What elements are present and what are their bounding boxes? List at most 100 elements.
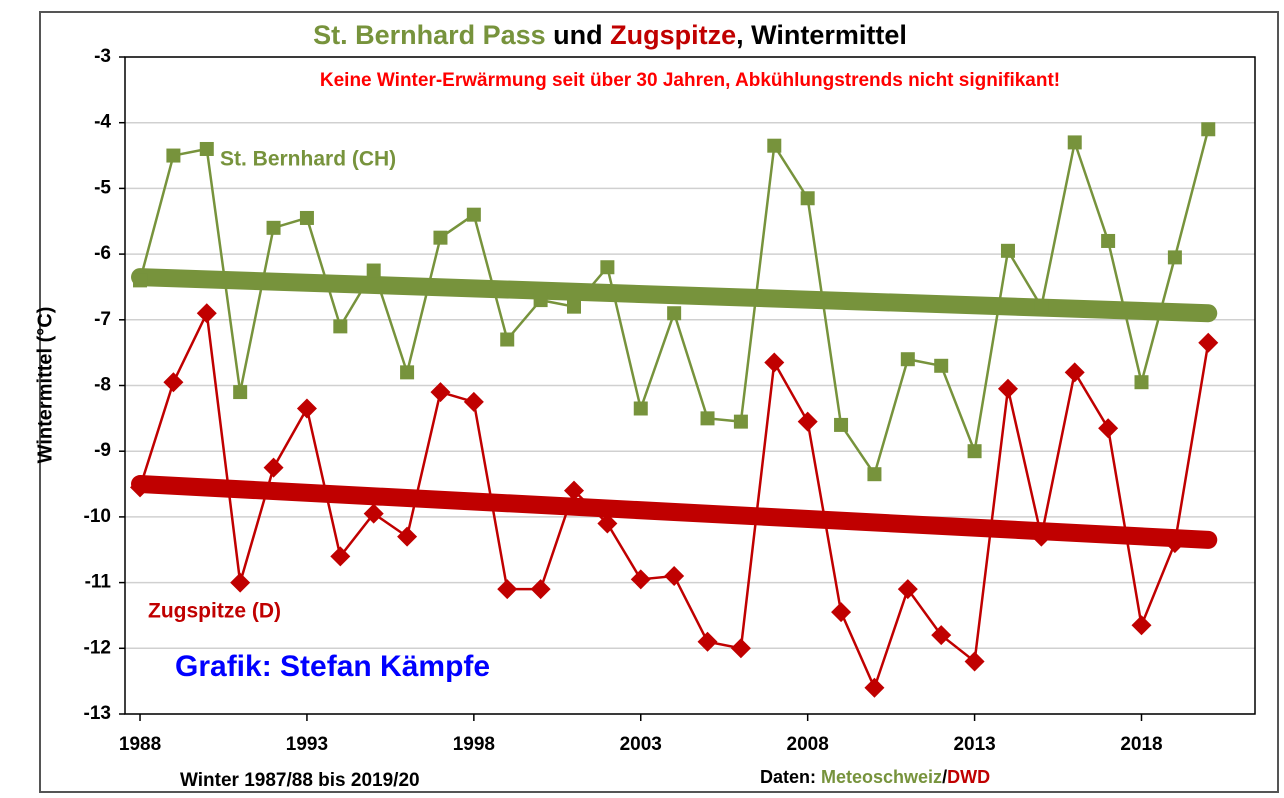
- marker: [1134, 375, 1149, 390]
- marker: [1067, 135, 1082, 150]
- marker: [433, 230, 448, 245]
- marker: [700, 411, 715, 426]
- chart-title: St. Bernhard Pass und Zugspitze, Winterm…: [313, 20, 907, 50]
- marker: [497, 579, 518, 600]
- source-parts: Daten:: [760, 767, 821, 787]
- credit: Grafik: Stefan Kämpfe: [175, 650, 490, 683]
- marker: [931, 625, 952, 646]
- marker: [130, 477, 151, 498]
- source: Daten: Meteoschweiz/DWD: [760, 767, 990, 787]
- x-tick-label: 2018: [1120, 734, 1162, 755]
- marker: [597, 513, 618, 534]
- y-tick-label: -6: [94, 243, 111, 264]
- marker: [967, 444, 982, 459]
- y-tick-label: -13: [84, 703, 111, 724]
- marker: [1098, 418, 1119, 439]
- marker: [834, 417, 849, 432]
- marker: [463, 391, 484, 412]
- marker: [864, 677, 885, 698]
- marker: [266, 220, 281, 235]
- marker: [633, 401, 648, 416]
- trend-line: [131, 268, 1218, 323]
- marker: [1000, 243, 1015, 258]
- y-tick-label: -12: [84, 637, 111, 658]
- marker: [1034, 299, 1049, 314]
- source-parts: DWD: [947, 767, 990, 787]
- source-parts: /: [942, 767, 947, 787]
- y-tick-label: -5: [94, 177, 111, 198]
- marker: [566, 299, 581, 314]
- marker: [466, 207, 481, 222]
- subtitle: Keine Winter-Erwärmung seit über 30 Jahr…: [320, 70, 1060, 91]
- x-tick-label: 1998: [453, 734, 495, 755]
- marker: [767, 138, 782, 153]
- marker: [430, 382, 451, 403]
- marker: [533, 293, 548, 308]
- marker: [897, 579, 918, 600]
- trend-line: [131, 475, 1218, 549]
- marker: [230, 572, 251, 593]
- marker: [997, 378, 1018, 399]
- marker: [867, 467, 882, 482]
- marker: [1101, 233, 1116, 248]
- title-parts: , Wintermittel: [736, 20, 907, 50]
- marker: [1031, 526, 1052, 547]
- y-tick-label: -4: [94, 112, 111, 133]
- x-tick-label: 1993: [286, 734, 328, 755]
- y-tick-label: -7: [94, 309, 111, 330]
- y-tick-label: -3: [94, 46, 111, 67]
- x-tick-label: 2003: [620, 734, 662, 755]
- marker: [733, 414, 748, 429]
- marker: [964, 651, 985, 672]
- marker: [330, 546, 351, 567]
- x-tick-label: 2013: [953, 734, 995, 755]
- marker: [764, 352, 785, 373]
- source-parts: Meteoschweiz: [821, 767, 942, 787]
- marker: [900, 352, 915, 367]
- y-tick-label: -10: [84, 506, 111, 527]
- marker: [133, 273, 148, 288]
- marker: [1064, 362, 1085, 383]
- marker: [730, 638, 751, 659]
- marker: [333, 319, 348, 334]
- marker: [697, 631, 718, 652]
- marker: [831, 602, 852, 623]
- marker: [233, 385, 248, 400]
- x-tick-label: 1988: [119, 734, 161, 755]
- title-parts: Zugspitze: [610, 20, 736, 50]
- y-tick-label: -8: [94, 375, 111, 396]
- marker: [263, 457, 284, 478]
- title-parts: und: [546, 20, 610, 50]
- marker: [600, 260, 615, 275]
- marker: [630, 569, 651, 590]
- x-tick-label: 2008: [787, 734, 829, 755]
- series-label: St. Bernhard (CH): [220, 148, 396, 171]
- plot-border: [124, 56, 1256, 715]
- y-axis-label: Wintermittel (°C): [34, 307, 56, 464]
- series-label: Zugspitze (D): [148, 600, 281, 623]
- marker: [296, 398, 317, 419]
- marker: [667, 306, 682, 321]
- y-tick-label: -9: [94, 440, 111, 461]
- marker: [400, 365, 415, 380]
- marker: [1167, 250, 1182, 265]
- marker: [363, 503, 384, 524]
- marker: [800, 191, 815, 206]
- marker: [563, 480, 584, 501]
- marker: [163, 372, 184, 393]
- x-axis-label: Winter 1987/88 bis 2019/20: [180, 770, 420, 791]
- marker: [1201, 122, 1216, 137]
- marker: [664, 566, 685, 587]
- marker: [934, 358, 949, 373]
- marker: [1198, 332, 1219, 353]
- marker: [1131, 615, 1152, 636]
- marker: [530, 579, 551, 600]
- title-parts: St. Bernhard Pass: [313, 20, 546, 50]
- marker: [166, 148, 181, 163]
- marker: [199, 141, 214, 156]
- marker: [500, 332, 515, 347]
- marker: [366, 263, 381, 278]
- marker: [797, 411, 818, 432]
- marker: [1164, 533, 1185, 554]
